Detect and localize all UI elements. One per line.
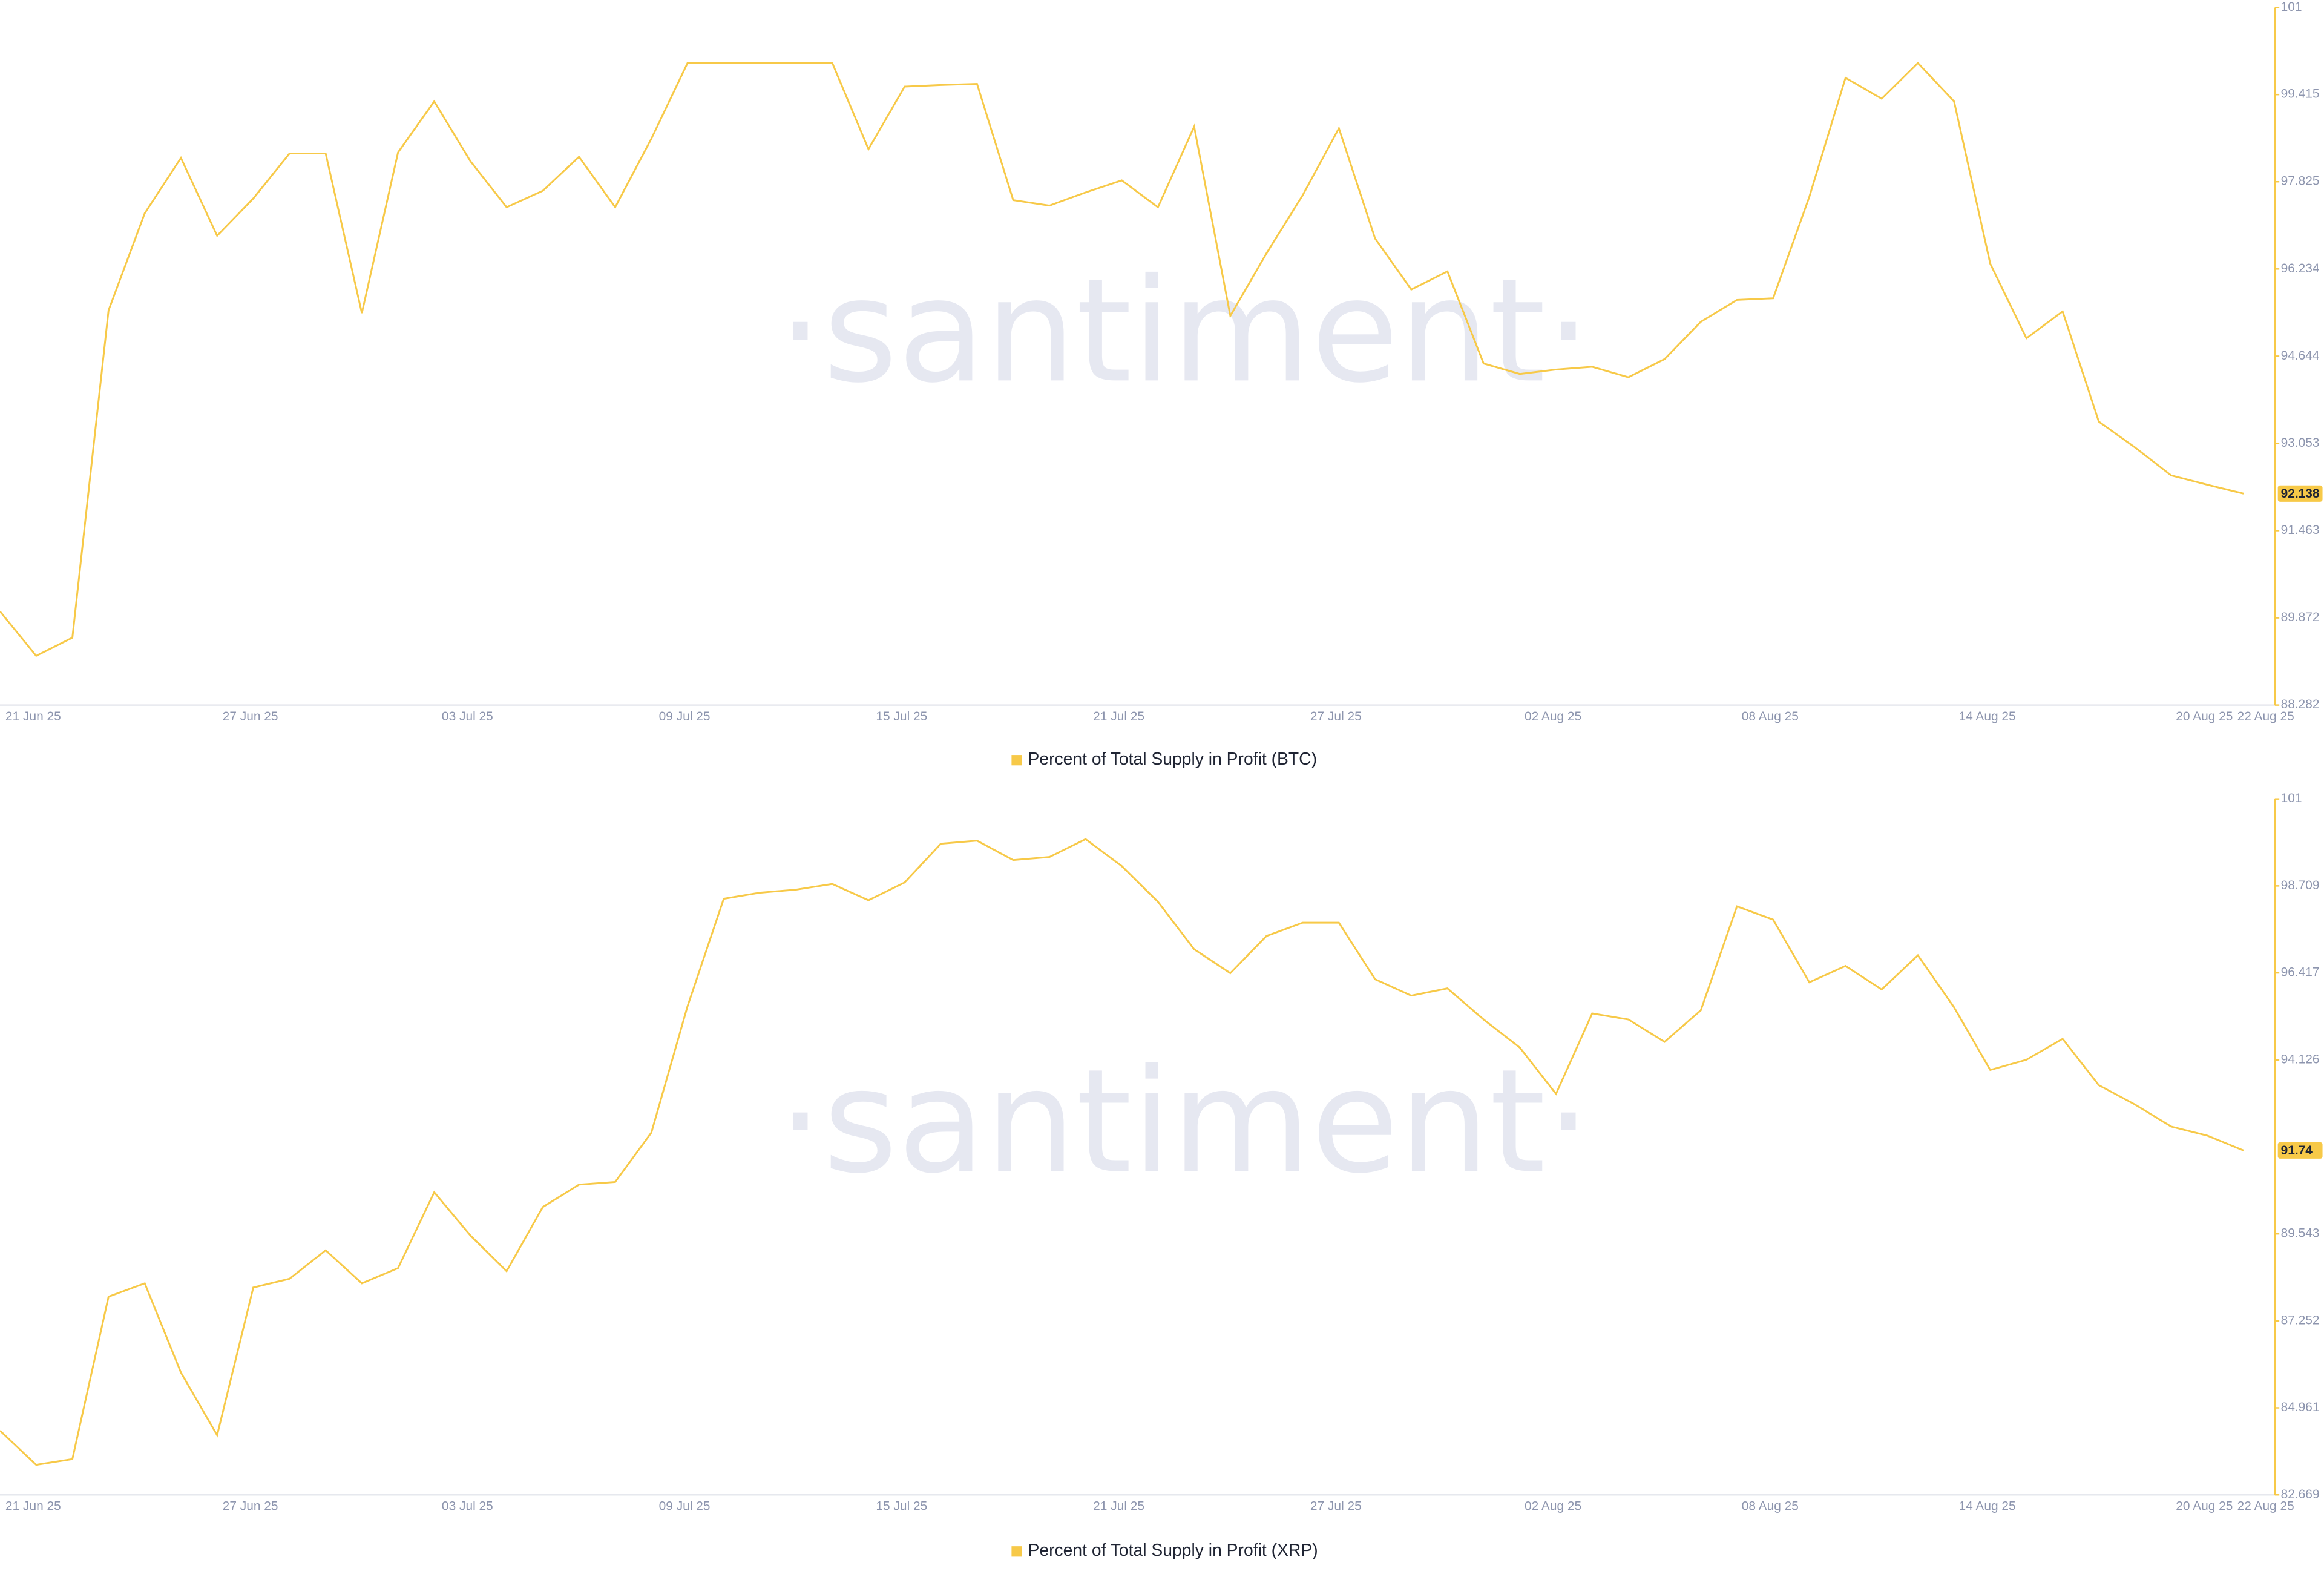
x-tick-label: 22 Aug 25	[2237, 1499, 2294, 1513]
x-tick-label: 02 Aug 25	[1525, 1499, 1581, 1513]
x-tick-label: 02 Aug 25	[1525, 710, 1581, 723]
y-tick-label: 84.961	[2281, 1400, 2320, 1414]
x-tick-label: 27 Jul 25	[1310, 1499, 1362, 1513]
x-tick-label: 09 Jul 25	[659, 1499, 711, 1513]
y-tick-label: 91.463	[2281, 523, 2320, 537]
last-value-badge	[2277, 485, 2323, 502]
x-tick-label: 14 Aug 25	[1959, 1499, 2016, 1513]
x-tick-label: 27 Jun 25	[223, 710, 278, 723]
y-tick-label: 98.709	[2281, 878, 2320, 892]
y-tick-label: 82.669	[2281, 1487, 2320, 1501]
watermark: ·santiment·	[778, 248, 1591, 414]
x-tick-label: 03 Jul 25	[442, 710, 493, 723]
chart-panel: ·santiment· 88.282 89.872 91.463 93.053 94.64…	[0, 0, 2323, 768]
x-tick-label: 08 Aug 25	[1742, 1499, 1799, 1513]
legend-label: Percent of Total Supply in Profit (XRP)	[1028, 1540, 1318, 1559]
y-tick-label: 89.872	[2281, 610, 2320, 624]
x-tick-label: 20 Aug 25	[2176, 1499, 2233, 1513]
watermark: ·santiment·	[778, 1038, 1591, 1205]
y-tick-label: 99.415	[2281, 87, 2320, 101]
y-tick-label: 101	[2281, 791, 2302, 805]
y-tick-label: 93.053	[2281, 436, 2320, 450]
x-tick-label: 22 Aug 25	[2237, 710, 2294, 723]
x-tick-label: 08 Aug 25	[1742, 710, 1799, 723]
y-tick-label: 101	[2281, 0, 2302, 14]
x-tick-label: 27 Jul 25	[1310, 710, 1362, 723]
x-tick-label: 15 Jul 25	[876, 1499, 927, 1513]
y-tick-label: 96.417	[2281, 966, 2320, 980]
x-tick-label: 15 Jul 25	[876, 710, 927, 723]
y-tick-label: 96.234	[2281, 262, 2320, 275]
last-value-label: 91.74	[2281, 1144, 2313, 1157]
x-tick-label: 21 Jul 25	[1093, 710, 1144, 723]
x-tick-label: 03 Jul 25	[442, 1499, 493, 1513]
legend-swatch	[1011, 1546, 1022, 1557]
x-tick-label: 14 Aug 25	[1959, 710, 2016, 723]
legend-swatch	[1011, 755, 1022, 766]
last-value-badge	[2277, 1142, 2323, 1159]
y-tick-label: 97.825	[2281, 174, 2320, 188]
data-line	[0, 838, 2244, 1466]
y-tick-label: 88.282	[2281, 697, 2320, 711]
legend-label: Percent of Total Supply in Profit (BTC)	[1028, 749, 1317, 768]
y-tick-label: 87.252	[2281, 1313, 2320, 1327]
y-tick-label: 89.543	[2281, 1227, 2320, 1240]
y-tick-label: 94.126	[2281, 1052, 2320, 1066]
x-tick-label: 09 Jul 25	[659, 710, 711, 723]
y-tick-label: 94.644	[2281, 349, 2320, 363]
chart-panel: ·santiment· 82.669 84.961 87.252 89.543 94.12…	[0, 791, 2323, 1559]
x-tick-label: 21 Jul 25	[1093, 1499, 1144, 1513]
x-tick-label: 20 Aug 25	[2176, 710, 2233, 723]
x-tick-label: 21 Jun 25	[5, 1499, 61, 1513]
data-line	[0, 61, 2244, 657]
x-tick-label: 27 Jun 25	[223, 1499, 278, 1513]
x-tick-label: 21 Jun 25	[5, 710, 61, 723]
last-value-label: 92.138	[2281, 487, 2320, 501]
